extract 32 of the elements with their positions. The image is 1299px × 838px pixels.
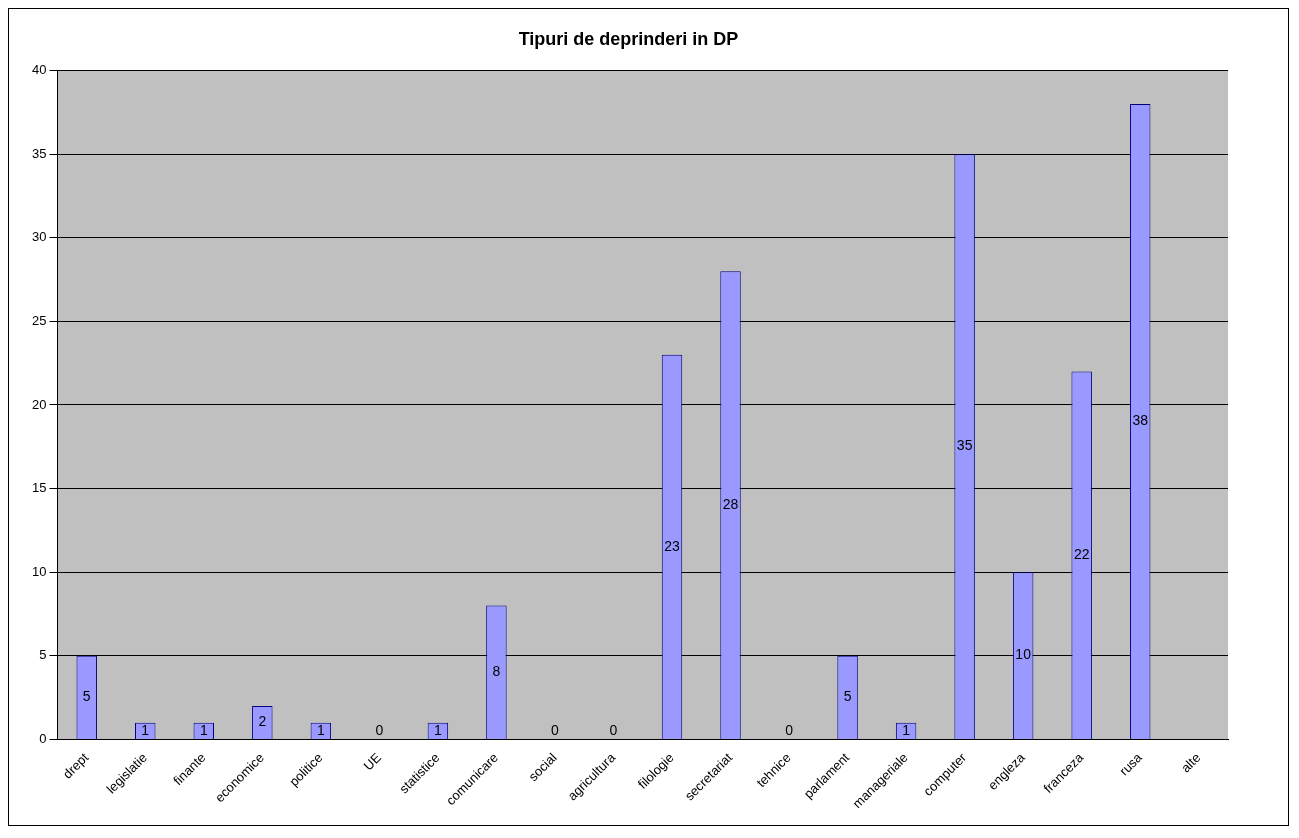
- data-label: 0: [785, 722, 794, 739]
- data-label: 0: [551, 722, 560, 739]
- data-label: 38: [1132, 412, 1149, 429]
- y-tick-label: 5: [39, 647, 47, 663]
- y-tick-label: 10: [31, 563, 47, 579]
- y-tick-label: 20: [31, 396, 47, 412]
- x-tick-label: UE: [360, 749, 385, 774]
- data-label: 10: [1015, 646, 1032, 663]
- data-label: 1: [902, 721, 911, 738]
- data-label: 22: [1073, 546, 1090, 563]
- data-label: 5: [843, 688, 852, 705]
- chart-title: Tipuri de deprinderi in DP: [518, 28, 739, 49]
- data-label: 1: [316, 721, 325, 738]
- y-tick-label: 15: [31, 480, 47, 496]
- data-label: 0: [609, 722, 618, 739]
- data-label: 28: [722, 495, 739, 512]
- x-tick-label: rusa: [1116, 749, 1146, 779]
- y-tick-label: 40: [31, 62, 47, 78]
- data-label: 8: [492, 663, 501, 680]
- y-tick-label: 25: [31, 312, 47, 328]
- data-label: 1: [141, 721, 150, 738]
- data-label: 5: [82, 688, 91, 705]
- y-tick-label: 35: [31, 145, 47, 161]
- data-label: 35: [956, 437, 973, 454]
- data-label: 23: [664, 537, 680, 554]
- x-tick-label: alte: [1177, 749, 1204, 776]
- data-label: 1: [199, 721, 208, 738]
- y-tick-label: 0: [39, 730, 47, 746]
- y-tick-label: 30: [31, 229, 47, 245]
- data-label: 2: [258, 713, 267, 730]
- data-label: 0: [375, 722, 384, 739]
- data-label: 1: [433, 721, 442, 738]
